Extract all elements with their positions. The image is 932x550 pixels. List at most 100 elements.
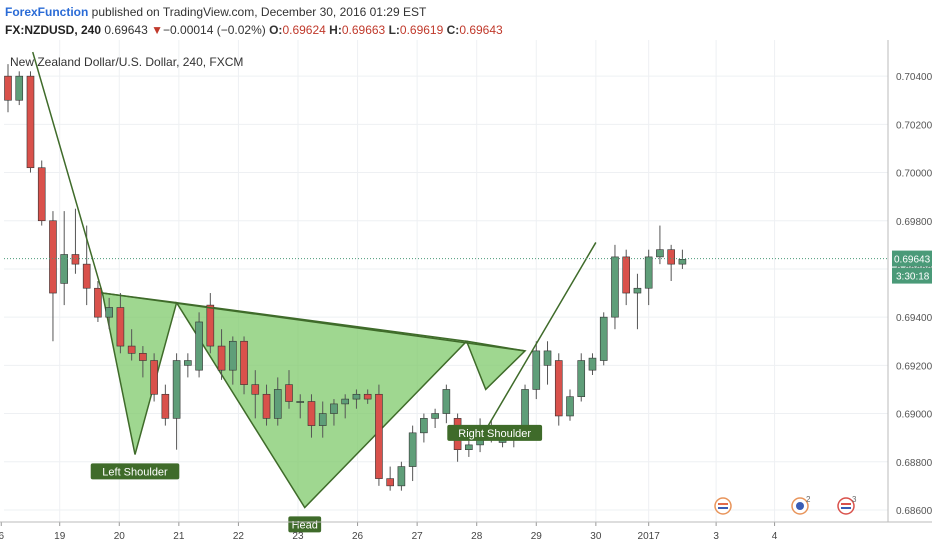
x-tick-label: 30 (590, 531, 602, 542)
candle-body (532, 350, 541, 390)
y-tick-label: 0.69400 (896, 313, 932, 324)
candle-body (599, 316, 608, 361)
candle-body (543, 350, 552, 366)
candle-body (229, 340, 237, 371)
y-tick-label: 0.68800 (896, 458, 932, 469)
y-tick-label: 0.69200 (896, 361, 932, 372)
candle-body (611, 256, 619, 318)
neckline (102, 292, 526, 352)
x-tick-label: 2017 (638, 531, 661, 542)
x-tick-label: 22 (233, 531, 245, 542)
svg-text:3: 3 (852, 495, 857, 504)
close-label: C: (446, 23, 460, 37)
downtrend-line (32, 51, 104, 294)
candle-body (139, 352, 147, 361)
candle-body (127, 345, 136, 354)
symbol-label: FX:NZDUSD, 240 (5, 23, 102, 37)
annotation-label: Head (292, 519, 318, 531)
candle-body (206, 304, 215, 347)
candle-body (4, 75, 12, 101)
x-tick-label: 29 (531, 531, 543, 542)
price-chart[interactable]: Left Shoulder Head Right Shoulder 0.68600 0… (0, 40, 932, 550)
y-tick-label: 0.68600 (896, 506, 932, 517)
y-tick-label: 0.70400 (896, 72, 932, 83)
candle-body (240, 340, 248, 385)
candle-body (172, 360, 181, 419)
candle-body (251, 384, 260, 395)
candle-body (318, 413, 327, 426)
last-price-tag (892, 250, 932, 267)
annotation-label: Left Shoulder (102, 466, 168, 478)
publish-line: ForexFunction published on TradingView.c… (5, 4, 426, 20)
svg-text:2: 2 (806, 495, 811, 504)
candle-body (273, 389, 282, 419)
candle-body (150, 360, 158, 395)
candle-body (195, 321, 203, 371)
x-tick-label: 23 (292, 531, 304, 542)
candle-body (37, 167, 46, 222)
x-tick-label: 6 (0, 531, 4, 542)
annotation-box (288, 516, 322, 533)
candle-body (15, 75, 24, 101)
published-text: published on TradingView.com, December 3… (88, 5, 427, 19)
candle-body (397, 466, 406, 487)
chart-grid (4, 40, 888, 522)
candle-body (633, 287, 642, 294)
close-value: 0.69643 (459, 23, 503, 37)
candle-body (431, 413, 439, 419)
price-axis[interactable]: 0.68600 0.68800 0.69000 0.69200 0.69400 0.696… (4, 40, 932, 522)
candle-body (26, 75, 35, 169)
candle-body (588, 357, 597, 371)
flag-icon-1[interactable] (714, 497, 732, 515)
high-label: H: (329, 23, 342, 37)
candle-body (296, 401, 305, 403)
x-tick-label: 28 (471, 531, 483, 542)
candle-body (678, 259, 687, 265)
x-tick-label: 19 (54, 531, 66, 542)
y-tick-label: 0.70200 (896, 120, 932, 131)
low-value: 0.69619 (399, 23, 444, 37)
open-label: O: (269, 23, 283, 37)
candle-body (442, 389, 451, 414)
candle-body (465, 444, 473, 451)
candle-body (285, 384, 293, 402)
flag-icon-3[interactable]: 3 (837, 495, 857, 515)
candle-body (49, 220, 57, 294)
pattern-annotations: Left Shoulder Head Right Shoulder (90, 424, 543, 533)
x-tick-label: 21 (173, 531, 185, 542)
candle-body (71, 254, 80, 265)
candle-body (577, 360, 586, 397)
y-tick-label: 0.69000 (896, 410, 932, 421)
candle-body (217, 345, 226, 371)
x-tick-label: 26 (352, 531, 364, 542)
trendlines (32, 51, 597, 429)
x-tick-label: 4 (772, 531, 778, 542)
candle-body (420, 418, 428, 434)
time-axis[interactable]: 6 19 20 21 22 23 26 27 28 29 30 2017 3 4 (0, 521, 932, 542)
candle-body (161, 393, 170, 419)
annotation-label: Right Shoulder (458, 428, 531, 440)
y-tick-label: 0.70000 (896, 169, 932, 180)
publisher-brand[interactable]: ForexFunction (5, 5, 89, 19)
annotation-box (447, 424, 543, 441)
candle-body (60, 254, 69, 284)
candle-body (554, 360, 563, 417)
candle-body (262, 393, 271, 419)
down-arrow-icon: ▼ (151, 23, 163, 37)
pattern-triangle (101, 292, 178, 455)
countdown-tag (892, 267, 932, 284)
pattern-triangle (465, 340, 527, 391)
open-value: 0.69624 (282, 23, 326, 37)
candle-body (341, 398, 350, 405)
candle-body (363, 393, 372, 400)
candle-body (656, 249, 664, 258)
event-markers[interactable]: 2 3 (714, 495, 857, 515)
high-value: 0.69663 (341, 23, 386, 37)
symbol-line: FX:NZDUSD, 240 0.69643 ▼−0.00014 (−0.02%… (5, 22, 503, 38)
pattern-triangle (175, 301, 469, 509)
flag-icon-2[interactable]: 2 (791, 495, 811, 515)
low-label: L: (388, 23, 400, 37)
candle-body (94, 287, 102, 318)
candle-body (386, 478, 394, 487)
candle-body (408, 432, 417, 467)
